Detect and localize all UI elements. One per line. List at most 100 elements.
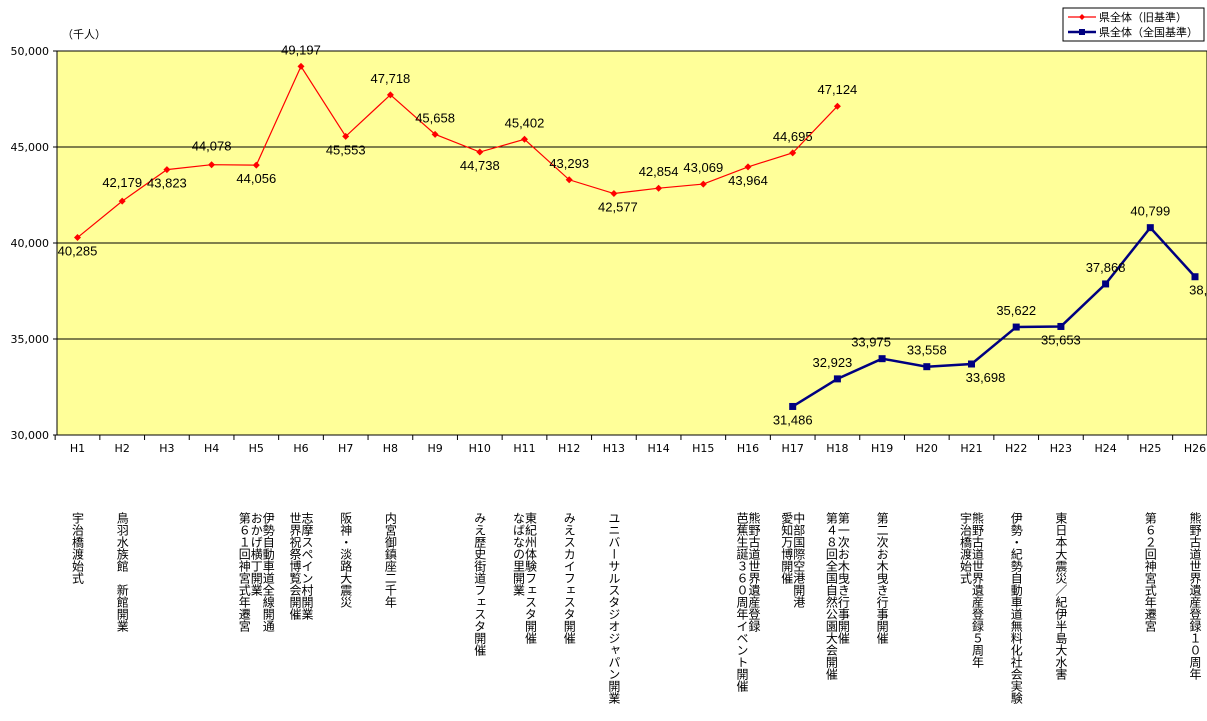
event-annotation: 内宮御鎮座二千年: [383, 512, 397, 608]
data-label: 42,854: [639, 164, 679, 179]
series-line-2: [792, 225, 1196, 408]
data-labels: 40,285 42,179 43,823 44,078 44,056 49,197 45,5…: [58, 42, 1207, 427]
event-annotation: 第６２回神宮式年遷宮: [1143, 512, 1157, 632]
data-label: 43,823: [147, 176, 187, 191]
data-point: [297, 62, 305, 70]
event-annotation: みえスカイフェスタ開催: [562, 512, 576, 644]
data-label: 38,243: [1189, 283, 1207, 298]
data-label: 40,799: [1130, 204, 1170, 219]
x-tick-label: H20: [916, 442, 938, 455]
data-label: 42,179: [102, 175, 142, 190]
data-point: [208, 161, 216, 169]
data-label: 42,577: [598, 200, 638, 215]
legend-marker: [1079, 29, 1085, 35]
x-tick-label: H22: [1005, 442, 1027, 455]
event-annotation: 鳥羽水族館 新館開業: [115, 511, 129, 632]
event-annotation: 東紀州体験フェスタ開催: [524, 512, 538, 644]
event-annotation: 第４８回全国自然公園大会開催: [824, 512, 838, 680]
x-tick-label: H11: [513, 442, 535, 455]
data-point: [342, 132, 350, 140]
event-annotation: 伊勢自動車道全線開通: [261, 512, 275, 632]
x-axis-ticks: H1 H2 H3 H4 H5 H6 H7 H8 H9 H10 H11 H12 H13 H14 H15 H16 H…: [54, 435, 1206, 455]
data-point: [565, 176, 573, 184]
event-annotation: 宇治橋渡始式: [959, 512, 973, 584]
y-tick-label: 50,000: [11, 45, 50, 58]
event-annotation: 熊野古道世界遺産登録１０周年: [1188, 511, 1202, 680]
data-label: 33,558: [907, 343, 947, 358]
data-point: [1191, 273, 1199, 281]
y-tick-label: 45,000: [11, 141, 50, 154]
x-tick-label: H7: [338, 442, 353, 455]
data-label: 35,653: [1041, 332, 1081, 347]
data-label: 33,975: [851, 335, 891, 350]
event-annotation: 伊勢・紀勢自動車道無料化社会実験: [1009, 512, 1023, 705]
grid-lines: [57, 146, 1207, 340]
data-label: 33,698: [966, 370, 1006, 385]
event-annotation: 中部国際空港開港: [792, 511, 806, 608]
data-label: 45,658: [415, 110, 455, 125]
x-tick-label: H5: [249, 442, 264, 455]
x-tick-label: H25: [1139, 442, 1161, 455]
data-point: [610, 190, 618, 198]
y-axis-ticks: 30,000 35,000 40,000 45,000 50,000: [11, 45, 57, 442]
data-label: 40,285: [58, 244, 98, 259]
y-tick-label: 40,000: [11, 237, 50, 250]
legend-label: 県全体（旧基準）: [1099, 10, 1187, 24]
data-point: [476, 148, 484, 156]
data-label: 44,738: [460, 158, 500, 173]
data-point: [74, 234, 81, 242]
data-label: 44,056: [236, 171, 276, 186]
x-tick-label: H16: [737, 442, 759, 455]
x-tick-label: H18: [826, 442, 848, 455]
data-label: 37,868: [1086, 260, 1126, 275]
data-point: [744, 163, 752, 171]
data-label: 43,069: [683, 160, 723, 175]
x-tick-label: H19: [871, 442, 893, 455]
data-point: [923, 363, 931, 371]
data-point: [431, 130, 439, 138]
y-unit-label: （千人）: [62, 28, 106, 41]
data-point: [1102, 280, 1110, 288]
event-annotation: なばなの里開業: [512, 512, 526, 596]
x-tick-label: H24: [1094, 442, 1116, 455]
x-tick-label: H1: [70, 442, 85, 455]
data-point: [833, 102, 841, 110]
event-annotations: 宇治橋渡始式 鳥羽水族館 新館開業 伊勢自動車道全線開通おかげ横丁開業第６１回神宮式…: [71, 511, 1203, 705]
x-tick-label: H14: [647, 442, 669, 455]
event-annotation: 宇治橋渡始式: [71, 512, 85, 584]
data-point: [655, 184, 663, 192]
data-point: [833, 375, 841, 383]
data-label: 31,486: [773, 412, 813, 427]
x-tick-label: H12: [558, 442, 580, 455]
event-annotation: 熊野古道世界遺産登録: [747, 511, 761, 632]
legend-box: [1062, 7, 1205, 42]
event-annotation: ユニバーサルスタジオジャパン開業: [607, 512, 621, 704]
data-point: [1057, 322, 1065, 330]
event-annotation: 熊野古道世界遺産登録５周年: [971, 511, 985, 668]
data-label: 32,923: [813, 355, 853, 370]
data-point: [789, 149, 797, 157]
x-tick-label: H10: [469, 442, 491, 455]
x-tick-label: H17: [782, 442, 804, 455]
x-tick-label: H13: [603, 442, 625, 455]
event-annotation: 阪神・淡路大震災: [339, 512, 353, 608]
data-point: [699, 180, 707, 188]
x-tick-label: H21: [960, 442, 982, 455]
data-point: [789, 402, 797, 410]
event-annotation: 愛知万博開催: [780, 512, 794, 584]
x-tick-label: H26: [1184, 442, 1206, 455]
data-label: 47,124: [818, 82, 858, 97]
x-tick-label: H3: [159, 442, 174, 455]
data-point: [1146, 224, 1154, 232]
event-annotation: 志摩スペイン村開業: [300, 512, 314, 620]
event-annotation: みえ歴史街道フェスタ開催: [473, 512, 487, 656]
x-tick-label: H23: [1050, 442, 1072, 455]
y-tick-label: 30,000: [11, 429, 50, 442]
data-label: 44,695: [773, 129, 813, 144]
data-point: [118, 197, 126, 205]
data-point: [878, 355, 886, 363]
data-label: 43,964: [728, 173, 768, 188]
data-point: [1012, 323, 1020, 331]
legend-marker: [1079, 14, 1085, 20]
